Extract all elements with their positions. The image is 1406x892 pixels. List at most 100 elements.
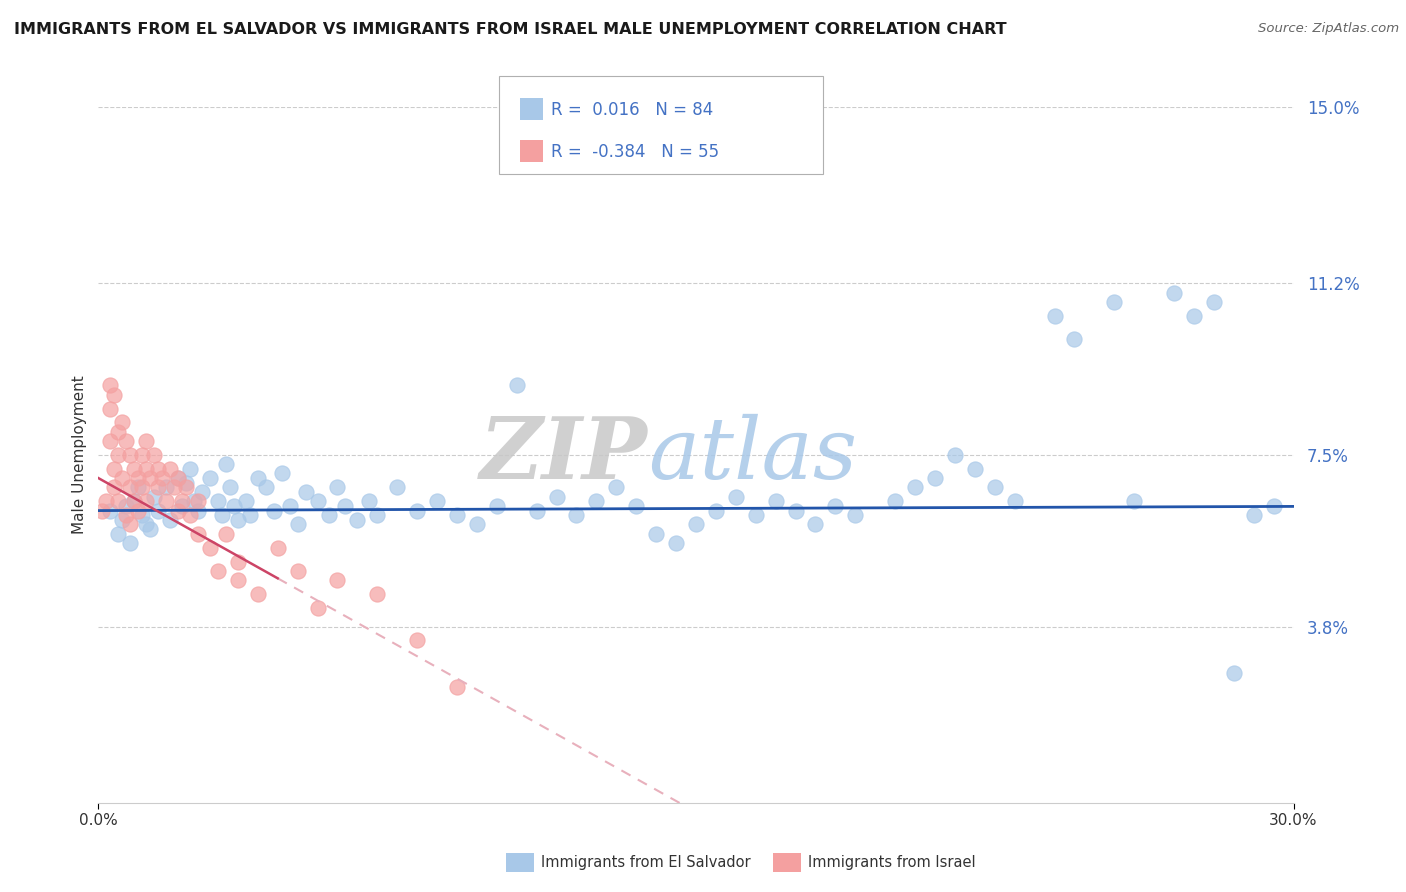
Point	[120, 480, 142, 494]
Point	[1163, 285, 1185, 300]
Point	[724, 490, 747, 504]
Point	[98, 503, 122, 517]
Point	[131, 508, 153, 523]
Point	[215, 526, 238, 541]
Point	[385, 480, 409, 494]
Point	[226, 513, 249, 527]
Point	[115, 499, 138, 513]
Point	[326, 480, 349, 494]
Point	[215, 457, 238, 471]
Point	[139, 471, 162, 485]
Point	[1004, 494, 1026, 508]
Point	[96, 494, 118, 508]
Point	[226, 555, 249, 569]
Point	[287, 564, 309, 578]
Point	[263, 503, 285, 517]
Point	[745, 508, 768, 523]
Point	[179, 462, 201, 476]
Point	[98, 434, 122, 448]
Point	[107, 494, 129, 508]
Point	[1123, 494, 1146, 508]
Point	[135, 434, 157, 448]
Point	[1104, 294, 1126, 309]
Point	[1263, 499, 1285, 513]
Point	[172, 494, 194, 508]
Point	[426, 494, 449, 508]
Point	[765, 494, 787, 508]
Point	[103, 480, 125, 494]
Point	[135, 462, 157, 476]
Point	[585, 494, 607, 508]
Point	[187, 526, 209, 541]
Point	[704, 503, 727, 517]
Point	[406, 633, 429, 648]
Text: Immigrants from Israel: Immigrants from Israel	[808, 855, 976, 870]
Point	[163, 480, 186, 494]
Point	[943, 448, 966, 462]
Point	[127, 503, 149, 517]
Point	[198, 471, 221, 485]
Point	[1223, 665, 1246, 680]
Point	[159, 462, 181, 476]
Point	[924, 471, 946, 485]
Point	[174, 480, 197, 494]
Point	[103, 462, 125, 476]
Point	[222, 499, 245, 513]
Point	[127, 480, 149, 494]
Point	[294, 485, 316, 500]
Point	[131, 448, 153, 462]
Point	[326, 573, 349, 587]
Point	[824, 499, 846, 513]
Point	[179, 508, 201, 523]
Point	[318, 508, 340, 523]
Point	[546, 490, 568, 504]
Point	[98, 378, 122, 392]
Point	[446, 508, 468, 523]
Point	[565, 508, 588, 523]
Point	[1182, 309, 1205, 323]
Point	[963, 462, 986, 476]
Point	[124, 494, 146, 508]
Point	[139, 522, 162, 536]
Point	[446, 680, 468, 694]
Point	[366, 508, 388, 523]
Text: Immigrants from El Salvador: Immigrants from El Salvador	[541, 855, 751, 870]
Text: R =  -0.384   N = 55: R = -0.384 N = 55	[551, 143, 720, 161]
Point	[174, 475, 197, 490]
Point	[219, 480, 242, 494]
Point	[465, 517, 488, 532]
Point	[148, 503, 170, 517]
Point	[191, 485, 214, 500]
Point	[155, 494, 177, 508]
Point	[120, 448, 142, 462]
Point	[1043, 309, 1066, 323]
Point	[1202, 294, 1225, 309]
Point	[685, 517, 707, 532]
Y-axis label: Male Unemployment: Male Unemployment	[72, 376, 87, 534]
Point	[103, 387, 125, 401]
Point	[207, 494, 229, 508]
Point	[124, 462, 146, 476]
Point	[107, 448, 129, 462]
Point	[235, 494, 257, 508]
Point	[785, 503, 807, 517]
Point	[187, 503, 209, 517]
Point	[183, 494, 205, 508]
Point	[246, 471, 269, 485]
Point	[359, 494, 381, 508]
Point	[107, 425, 129, 439]
Point	[111, 513, 134, 527]
Point	[167, 471, 190, 485]
Point	[506, 378, 529, 392]
Point	[270, 467, 292, 481]
Point	[406, 503, 429, 517]
Point	[346, 513, 368, 527]
Point	[983, 480, 1005, 494]
Point	[143, 490, 166, 504]
Point	[307, 494, 329, 508]
Point	[111, 416, 134, 430]
Point	[167, 471, 190, 485]
Point	[307, 601, 329, 615]
Point	[1243, 508, 1265, 523]
Point	[207, 564, 229, 578]
